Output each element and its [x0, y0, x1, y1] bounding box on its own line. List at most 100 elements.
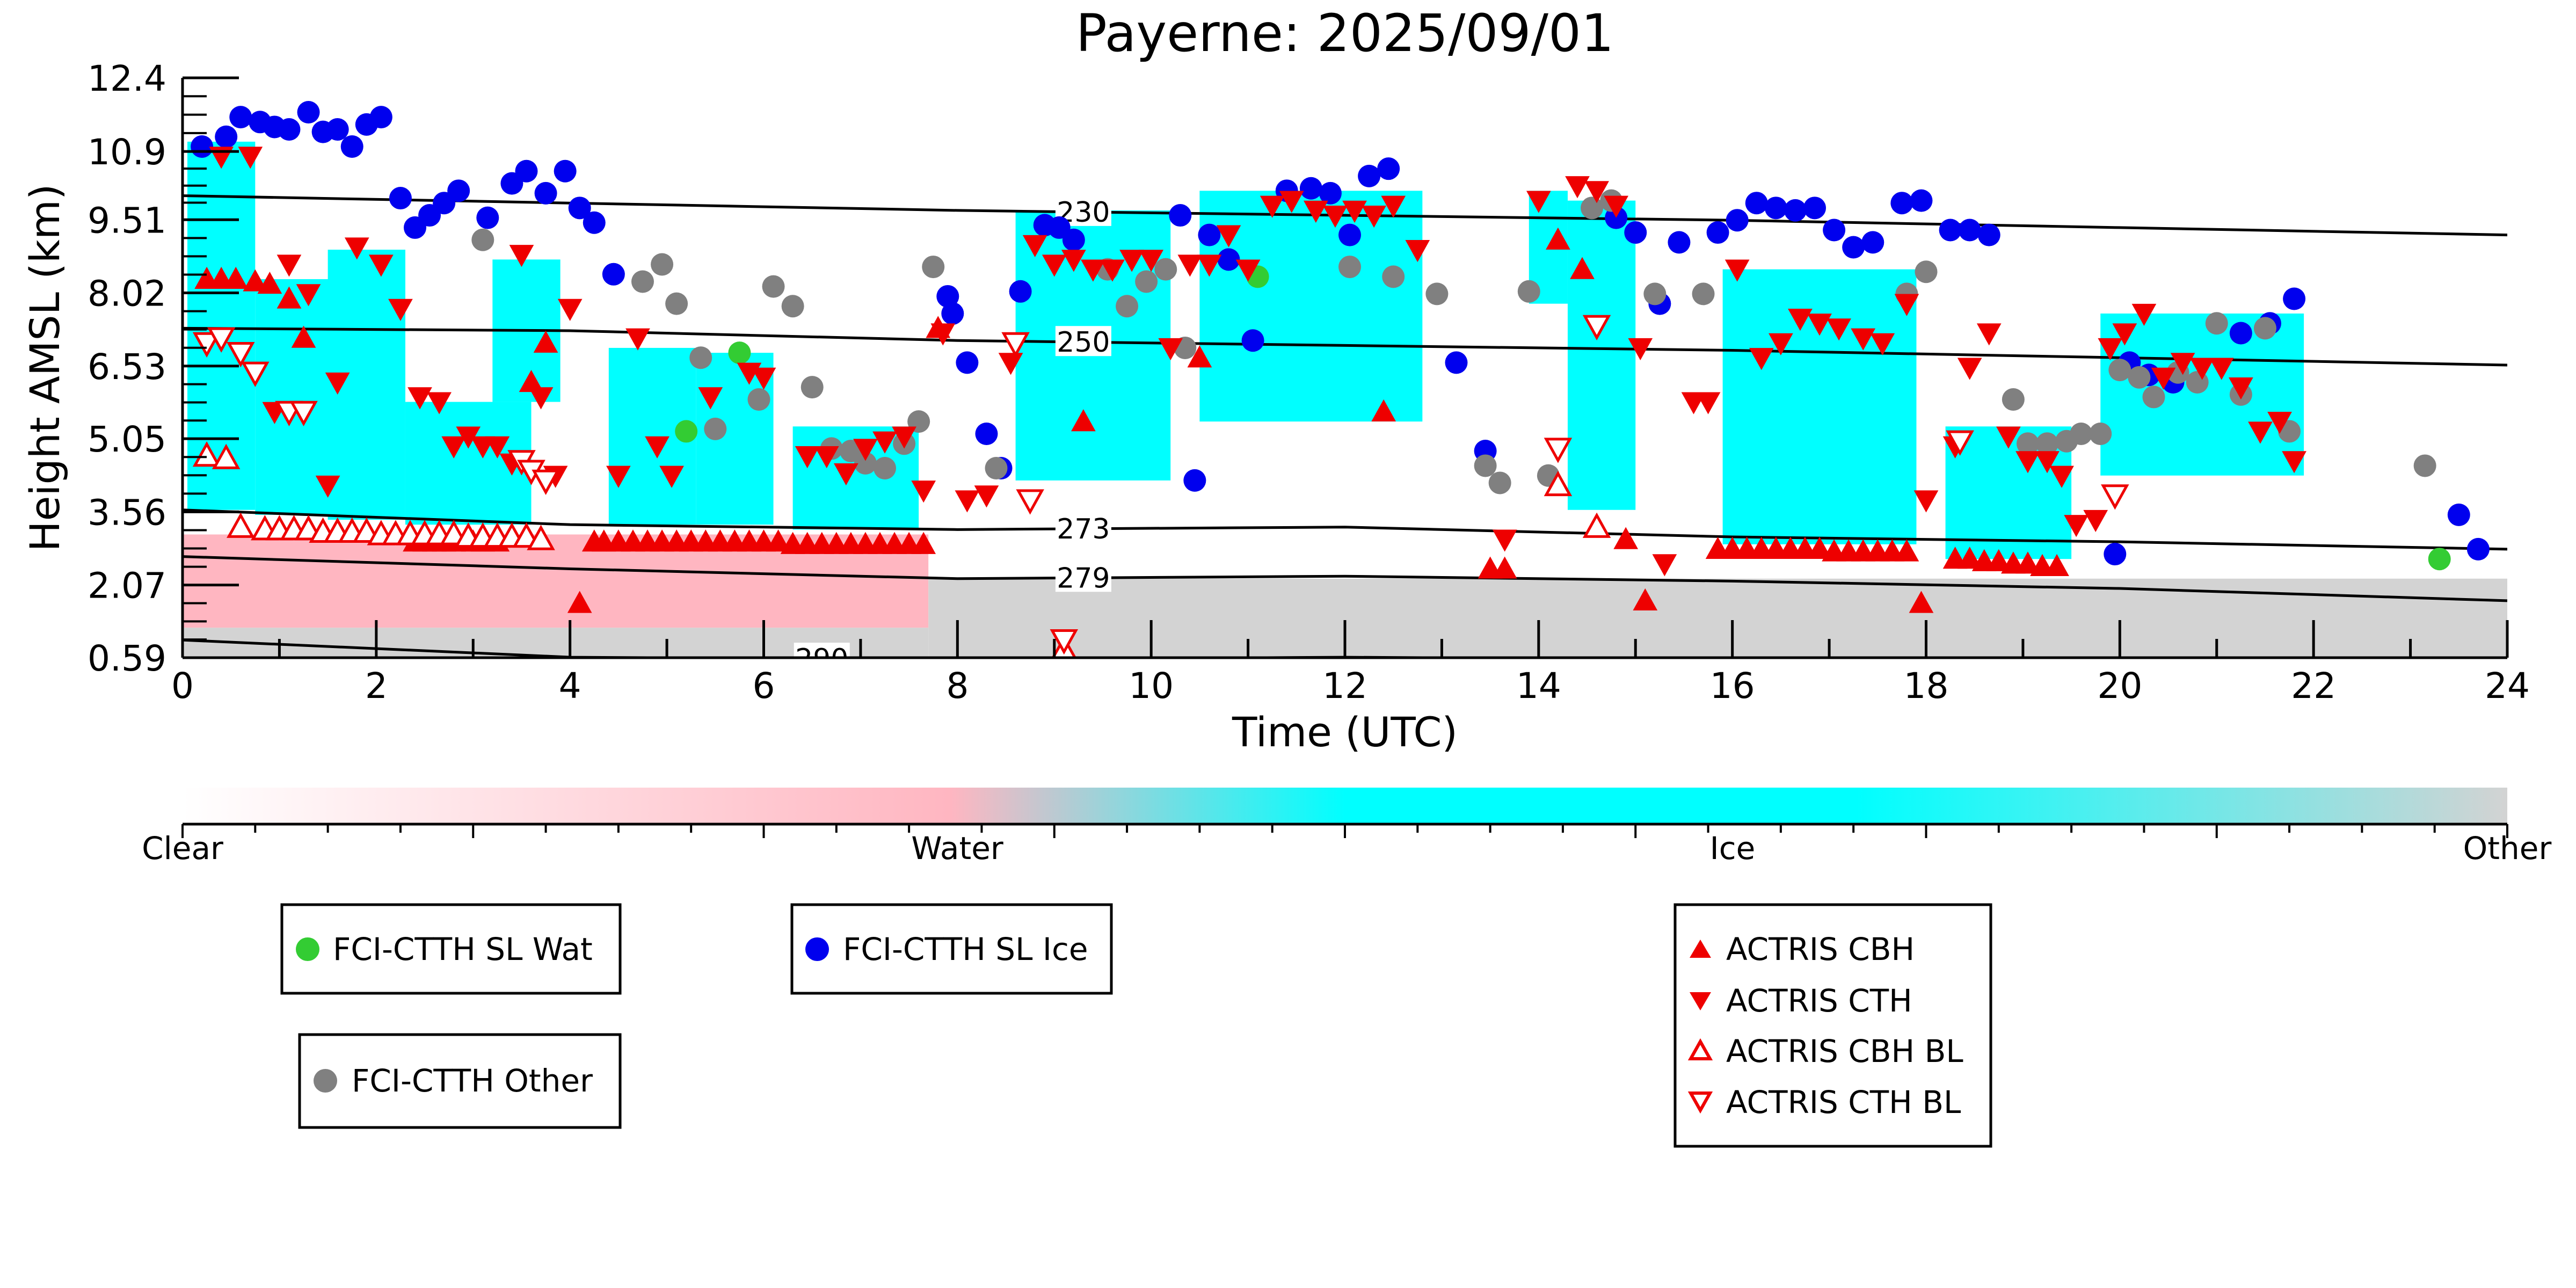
point-actris-cth-92 — [2189, 358, 2215, 380]
point-actris-cth-80 — [1976, 323, 2002, 346]
colorbar-label-other: Other — [2463, 830, 2552, 867]
x-tick-label-20: 20 — [2097, 665, 2142, 707]
point-actris-cth-bl-8 — [532, 469, 560, 496]
point-actris-cbh-66 — [1909, 591, 1934, 613]
point-actris-cth-71 — [1788, 308, 1813, 331]
point-fci-ctth-sl-ice-72 — [2447, 503, 2470, 526]
point-fci-ctth-other-2 — [651, 253, 674, 276]
legends: FCI-CTTH SL Wat FCI-CTTH SL Ice FCI-CTTH… — [280, 903, 1992, 1148]
isotherm-label-273: 273 — [1057, 513, 1110, 545]
x-tick-label-14: 14 — [1516, 665, 1561, 707]
point-actris-cth-52 — [1279, 191, 1304, 213]
point-fci-ctth-sl-ice-6 — [297, 101, 320, 124]
point-actris-cth-35 — [930, 323, 956, 346]
y-tick-label-8.02: 8.02 — [88, 273, 166, 315]
point-actris-cth-4 — [296, 284, 321, 307]
point-fci-ctth-sl-ice-5 — [278, 118, 301, 141]
point-actris-cth-3 — [276, 254, 302, 277]
point-actris-cth-1 — [238, 147, 263, 169]
point-fci-ctth-sl-ice-23 — [583, 211, 606, 234]
point-actris-cth-5 — [315, 475, 340, 498]
point-fci-ctth-sl-wat-3 — [2428, 548, 2451, 571]
point-actris-cth-12 — [441, 436, 467, 459]
x-tick-label-2: 2 — [365, 665, 388, 707]
legend-label-actris-cth: ACTRIS CTH — [1726, 983, 1912, 1019]
point-fci-ctth-sl-ice-16 — [447, 179, 470, 202]
point-actris-cth-54 — [1323, 205, 1348, 228]
point-actris-cbh-bl-24 — [1544, 470, 1573, 497]
point-fci-ctth-other-19 — [1116, 295, 1139, 318]
point-actris-cbh-2 — [223, 266, 249, 289]
point-fci-ctth-sl-ice-2 — [229, 106, 252, 129]
point-fci-ctth-other-42 — [2108, 359, 2131, 382]
point-actris-cth-bl-15 — [2101, 484, 2129, 510]
point-actris-cth-64 — [1628, 338, 1653, 360]
point-fci-ctth-sl-ice-33 — [1062, 228, 1085, 251]
isotherm-273 — [183, 508, 2507, 551]
point-actris-cth-42 — [1081, 259, 1105, 282]
point-actris-cth-22 — [625, 328, 650, 351]
point-fci-ctth-sl-ice-26 — [941, 302, 964, 325]
colorbar-ticks — [181, 824, 2508, 838]
point-actris-cth-82 — [2015, 451, 2040, 474]
y-tick-label-2.07: 2.07 — [88, 565, 166, 607]
point-fci-ctth-other-32 — [1643, 282, 1667, 305]
point-actris-cth-34 — [911, 481, 936, 503]
point-actris-cth-9 — [388, 299, 413, 321]
point-actris-cth-48 — [1197, 254, 1222, 277]
point-fci-ctth-other-23 — [1338, 256, 1362, 279]
point-actris-cth-bl-0 — [192, 332, 221, 358]
x-tick-label-12: 12 — [1322, 665, 1367, 707]
point-actris-cth-77 — [1913, 490, 1939, 513]
legend-label-actris-cth-bl: ACTRIS CTH BL — [1726, 1084, 1961, 1120]
point-fci-ctth-sl-ice-43 — [1358, 164, 1381, 187]
point-actris-cth-8 — [369, 254, 394, 277]
isotherm-label-250: 250 — [1057, 326, 1110, 359]
isotherm-label-279: 279 — [1057, 562, 1110, 594]
x-axis-label: Time (UTC) — [1232, 708, 1458, 756]
point-fci-ctth-sl-ice-60 — [1890, 192, 1913, 215]
point-actris-cth-32 — [872, 431, 897, 454]
point-actris-cth-63 — [1604, 195, 1629, 218]
point-fci-ctth-other-44 — [2142, 385, 2165, 409]
point-actris-cth-41 — [1061, 250, 1086, 272]
isotherm-label-bg-250 — [1055, 326, 1111, 356]
point-actris-cth-47 — [1177, 254, 1203, 277]
point-actris-cth-93 — [2209, 358, 2234, 380]
point-actris-cth-6 — [325, 372, 350, 395]
x-tick-label-4: 4 — [559, 665, 581, 707]
point-actris-cbh-70 — [1986, 549, 2011, 571]
point-actris-cbh-48 — [1546, 227, 1570, 250]
point-actris-cbh-74 — [2044, 554, 2069, 577]
point-actris-cth-91 — [2170, 353, 2195, 375]
point-actris-cbh-65 — [1894, 539, 1919, 562]
point-fci-ctth-other-30 — [1581, 197, 1604, 220]
point-actris-cth-23 — [645, 436, 670, 459]
point-fci-ctth-sl-ice-48 — [1624, 221, 1647, 244]
point-fci-ctth-sl-ice-52 — [1726, 209, 1749, 232]
point-fci-ctth-other-24 — [1382, 265, 1405, 288]
point-fci-ctth-sl-ice-59 — [1861, 231, 1884, 254]
point-actris-cth-bl-12 — [1544, 438, 1573, 463]
point-actris-cbh-43 — [1071, 409, 1096, 432]
point-fci-ctth-sl-ice-62 — [1939, 219, 1962, 242]
isotherm-label-bg-273 — [1055, 512, 1111, 543]
point-fci-ctth-other-38 — [2036, 432, 2059, 455]
y-tick-label-10.9: 10.9 — [88, 132, 166, 173]
legend-label-fci-wat: FCI-CTTH SL Wat — [333, 931, 593, 967]
region-ice-11 — [1567, 200, 1636, 510]
point-fci-ctth-other-40 — [2070, 422, 2093, 445]
point-fci-ctth-sl-ice-24 — [602, 263, 625, 286]
point-actris-cth-45 — [1139, 250, 1164, 272]
x-ticks: 0 2 4 6 8 10 12 14 16 18 20 22 24 — [171, 620, 2530, 707]
legend-marker-fci-wat — [296, 937, 319, 961]
point-actris-cbh-68 — [1957, 547, 1982, 569]
point-actris-cth-81 — [1996, 426, 2021, 449]
point-fci-ctth-sl-ice-19 — [515, 159, 538, 183]
legend-fci-wat: FCI-CTTH SL Wat — [280, 903, 622, 995]
colorbar: Clear Water Ice Other — [142, 788, 2551, 867]
point-fci-ctth-other-27 — [1488, 471, 1511, 494]
point-fci-ctth-sl-ice-71 — [2283, 287, 2306, 310]
point-fci-ctth-other-25 — [1425, 282, 1449, 305]
